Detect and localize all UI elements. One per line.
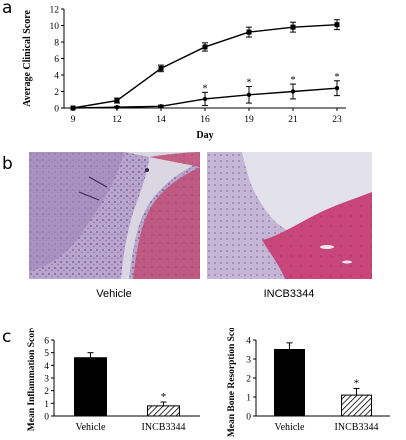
x-tick-label: 21 — [288, 115, 298, 125]
significance-marker: * — [291, 75, 296, 86]
bar — [147, 405, 180, 417]
clinical-score-line-chart: 0 2 4 6 8 10 12 9 12 14 16 19 21 23 Day Average Clinica… — [22, 6, 346, 141]
category-label: Vehicle — [275, 422, 306, 433]
category-label: INCB3344 — [335, 422, 379, 433]
y-tick-label: 4 — [54, 72, 59, 82]
x-tick-label: 12 — [112, 115, 122, 125]
vehicle-histology-image — [29, 152, 200, 279]
significance-marker: * — [335, 72, 340, 83]
y-tick-label: 12 — [50, 6, 60, 16]
y-tick-label: 10 — [50, 22, 60, 32]
y-tick-label: 3 — [44, 375, 49, 385]
inflammation-bar-chart: 0 1 2 3 4 5 6 Mean Inflammation Score Vehicle * IN… — [27, 328, 200, 433]
y-tick-label: 6 — [44, 337, 49, 347]
x-tick-label: 23 — [332, 115, 342, 125]
y-tick-label: 1 — [246, 394, 251, 404]
y-tick-label: 4 — [246, 337, 251, 347]
data-point — [70, 105, 76, 111]
x-axis-title: Day — [196, 130, 213, 141]
panel-letter-c: c — [2, 327, 12, 347]
incb3344-image-caption: INCB3344 — [263, 288, 315, 300]
y-tick-label: 2 — [54, 88, 59, 98]
data-point — [158, 104, 164, 109]
y-tick-label: 0 — [44, 413, 49, 423]
y-tick-label: 2 — [44, 387, 49, 397]
y-axis-title: Mean Inflammation Score — [27, 328, 37, 431]
data-point — [202, 44, 208, 50]
significance-marker: * — [161, 391, 167, 403]
bar — [274, 349, 305, 417]
y-axis-title: Mean Bone Resorption Score — [227, 328, 237, 437]
y-tick-label: 8 — [54, 39, 59, 49]
vehicle-image-caption: Vehicle — [96, 288, 132, 300]
y-axis-title: Average Clinical Score — [22, 10, 33, 107]
data-point — [246, 29, 252, 35]
x-tick-label: 14 — [156, 115, 166, 125]
y-tick-label: 5 — [44, 349, 49, 359]
significance-marker: * — [203, 83, 208, 94]
data-point — [114, 98, 120, 104]
y-tick-label: 6 — [54, 55, 59, 65]
y-tick-label: 4 — [44, 362, 49, 372]
y-tick-label: 1 — [44, 400, 49, 410]
y-tick-label: 3 — [246, 356, 251, 366]
data-point — [290, 24, 296, 30]
significance-marker: * — [247, 78, 252, 89]
incb3344-histology-image — [207, 152, 372, 279]
data-point — [246, 92, 252, 98]
data-point — [158, 65, 164, 71]
data-point — [202, 96, 208, 102]
y-tick-label: 2 — [246, 375, 251, 385]
data-point — [334, 86, 340, 91]
panel-letter-a: a — [2, 0, 13, 18]
significance-marker: * — [354, 377, 360, 389]
category-label: INCB3344 — [142, 422, 186, 433]
category-label: Vehicle — [76, 422, 107, 433]
data-point — [114, 104, 120, 110]
panel-letter-b: b — [2, 154, 13, 174]
x-tick-label: 19 — [244, 115, 254, 125]
data-point — [290, 89, 296, 94]
bar — [74, 357, 107, 417]
y-tick-label: 0 — [246, 413, 251, 423]
y-tick-label: 0 — [54, 105, 59, 115]
x-tick-label: 16 — [200, 115, 210, 125]
x-tick-label: 9 — [71, 115, 76, 125]
bar — [341, 394, 372, 417]
data-point — [334, 22, 340, 28]
bone-resorption-bar-chart: 0 1 2 3 4 Mean Bone Resorption Score Vehicle * I… — [227, 328, 390, 437]
